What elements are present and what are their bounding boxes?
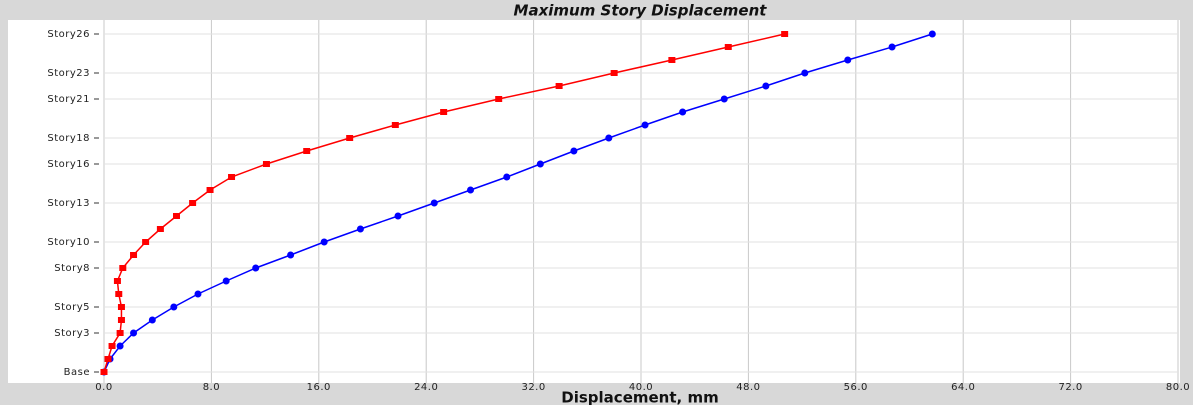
marker — [142, 239, 150, 245]
marker — [116, 330, 124, 336]
marker — [222, 277, 230, 285]
marker — [189, 200, 197, 206]
y-tick-label: Story21 — [47, 94, 90, 105]
marker — [117, 304, 125, 310]
marker — [781, 31, 789, 37]
x-tick-label: 32.0 — [521, 382, 545, 393]
marker — [570, 147, 578, 155]
y-tick-label: Story18 — [47, 133, 90, 144]
marker — [720, 95, 728, 103]
marker — [801, 69, 809, 77]
marker — [356, 225, 364, 233]
y-tick-label: Story23 — [47, 68, 90, 79]
marker — [252, 264, 260, 272]
marker — [391, 122, 399, 128]
marker — [156, 226, 164, 232]
y-tick-label: Story26 — [47, 29, 90, 40]
marker — [115, 291, 123, 297]
marker — [844, 56, 852, 64]
marker — [172, 213, 180, 219]
marker — [440, 109, 448, 115]
marker — [503, 173, 511, 181]
x-tick-label: 72.0 — [1058, 382, 1082, 393]
marker — [346, 135, 354, 141]
marker — [206, 187, 214, 193]
x-tick-label: 8.0 — [203, 382, 220, 393]
marker — [394, 212, 402, 220]
x-tick-label: 64.0 — [951, 382, 975, 393]
marker — [762, 82, 770, 90]
y-tick-label: Story5 — [54, 302, 90, 313]
marker — [130, 252, 138, 258]
marker — [610, 70, 618, 76]
plot-area — [8, 20, 1180, 383]
marker — [228, 174, 236, 180]
y-tick-label: Story8 — [54, 263, 90, 274]
marker — [117, 317, 125, 323]
marker — [303, 148, 311, 154]
y-tick-label: Story3 — [54, 328, 90, 339]
x-axis-label: Displacement, mm — [561, 389, 718, 406]
x-tick-label: 16.0 — [307, 382, 331, 393]
marker — [495, 96, 503, 102]
marker — [104, 356, 112, 362]
marker — [320, 238, 328, 246]
marker — [119, 265, 127, 271]
marker — [724, 44, 732, 50]
marker — [888, 43, 896, 51]
marker — [430, 199, 438, 207]
marker — [536, 160, 544, 168]
marker — [555, 83, 563, 89]
marker — [170, 303, 178, 311]
marker — [108, 343, 116, 349]
marker — [130, 329, 138, 337]
marker — [679, 108, 687, 116]
y-tick-label: Base — [64, 367, 90, 378]
marker — [605, 134, 613, 142]
marker — [928, 30, 936, 38]
y-tick-label: Story13 — [47, 198, 90, 209]
marker — [116, 342, 124, 350]
x-tick-label: 0.0 — [95, 382, 112, 393]
marker — [467, 186, 475, 194]
x-tick-label: 40.0 — [629, 382, 653, 393]
chart-title: Maximum Story Displacement — [514, 2, 768, 20]
x-tick-label: 80.0 — [1166, 382, 1190, 393]
y-tick-label: Story16 — [47, 159, 90, 170]
x-tick-label: 56.0 — [844, 382, 868, 393]
marker — [100, 369, 108, 375]
x-tick-label: 48.0 — [736, 382, 760, 393]
marker — [287, 251, 295, 259]
x-tick-label: 24.0 — [414, 382, 438, 393]
y-tick-label: Story10 — [47, 237, 90, 248]
marker — [194, 290, 202, 298]
marker — [641, 121, 649, 129]
marker — [262, 161, 270, 167]
marker — [113, 278, 121, 284]
marker — [668, 57, 676, 63]
marker — [148, 316, 156, 324]
